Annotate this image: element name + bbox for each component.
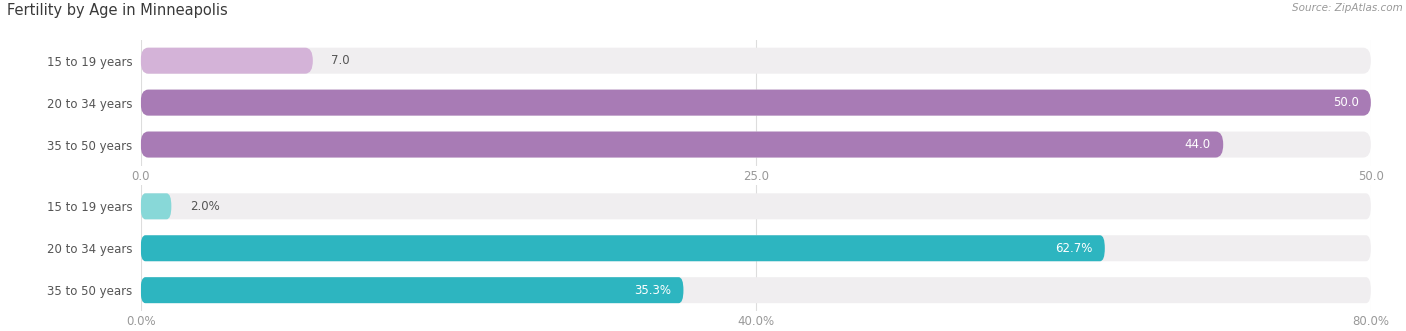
FancyBboxPatch shape	[141, 277, 683, 303]
Text: 62.7%: 62.7%	[1054, 242, 1092, 255]
Text: 7.0: 7.0	[332, 54, 350, 67]
FancyBboxPatch shape	[141, 48, 314, 74]
FancyBboxPatch shape	[141, 131, 1371, 158]
FancyBboxPatch shape	[141, 235, 1105, 261]
Text: 2.0%: 2.0%	[190, 200, 219, 213]
Text: 50.0: 50.0	[1333, 96, 1358, 109]
Text: Source: ZipAtlas.com: Source: ZipAtlas.com	[1292, 3, 1403, 13]
FancyBboxPatch shape	[141, 90, 1371, 116]
FancyBboxPatch shape	[141, 193, 172, 219]
FancyBboxPatch shape	[141, 277, 1371, 303]
Text: 44.0: 44.0	[1185, 138, 1211, 151]
FancyBboxPatch shape	[141, 235, 1371, 261]
FancyBboxPatch shape	[141, 193, 1371, 219]
Text: Fertility by Age in Minneapolis: Fertility by Age in Minneapolis	[7, 3, 228, 18]
FancyBboxPatch shape	[141, 131, 1223, 158]
Text: 35.3%: 35.3%	[634, 284, 671, 297]
FancyBboxPatch shape	[141, 90, 1371, 116]
FancyBboxPatch shape	[141, 48, 1371, 74]
